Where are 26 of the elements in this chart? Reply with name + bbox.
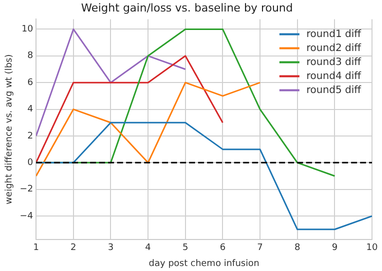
y-axis-title: weight difference vs. avg wt (lbs) <box>4 54 15 204</box>
y-tick-label: −2 <box>20 184 34 195</box>
chart-title: Weight gain/loss vs. baseline by round <box>81 1 293 14</box>
legend-label: round1 diff <box>306 28 362 40</box>
x-tick-label: 1 <box>33 243 39 254</box>
x-tick-label: 5 <box>182 243 188 254</box>
y-tick-label: 6 <box>27 78 34 88</box>
y-tick-label: 10 <box>22 24 34 35</box>
y-tick-label: 8 <box>27 51 34 62</box>
x-tick-label: 2 <box>70 243 76 254</box>
x-tick-label: 3 <box>108 243 114 254</box>
legend-label: round3 diff <box>306 56 362 68</box>
x-axis-title: day post chemo infusion <box>148 258 260 269</box>
y-tick-label: 4 <box>27 104 34 115</box>
legend-label: round4 diff <box>306 70 362 82</box>
x-tick-label: 7 <box>257 243 263 254</box>
x-tick-label: 6 <box>220 243 226 254</box>
y-tick-label: 0 <box>27 158 34 168</box>
y-tick-label: −4 <box>20 211 34 222</box>
legend-label: round5 diff <box>306 84 362 96</box>
x-tick-label: 10 <box>366 243 378 254</box>
x-tick-label: 4 <box>145 243 152 254</box>
y-tick-label: 2 <box>27 131 34 142</box>
x-tick-label: 8 <box>294 243 300 254</box>
x-tick-label: 9 <box>332 243 338 254</box>
legend-label: round2 diff <box>306 42 362 54</box>
